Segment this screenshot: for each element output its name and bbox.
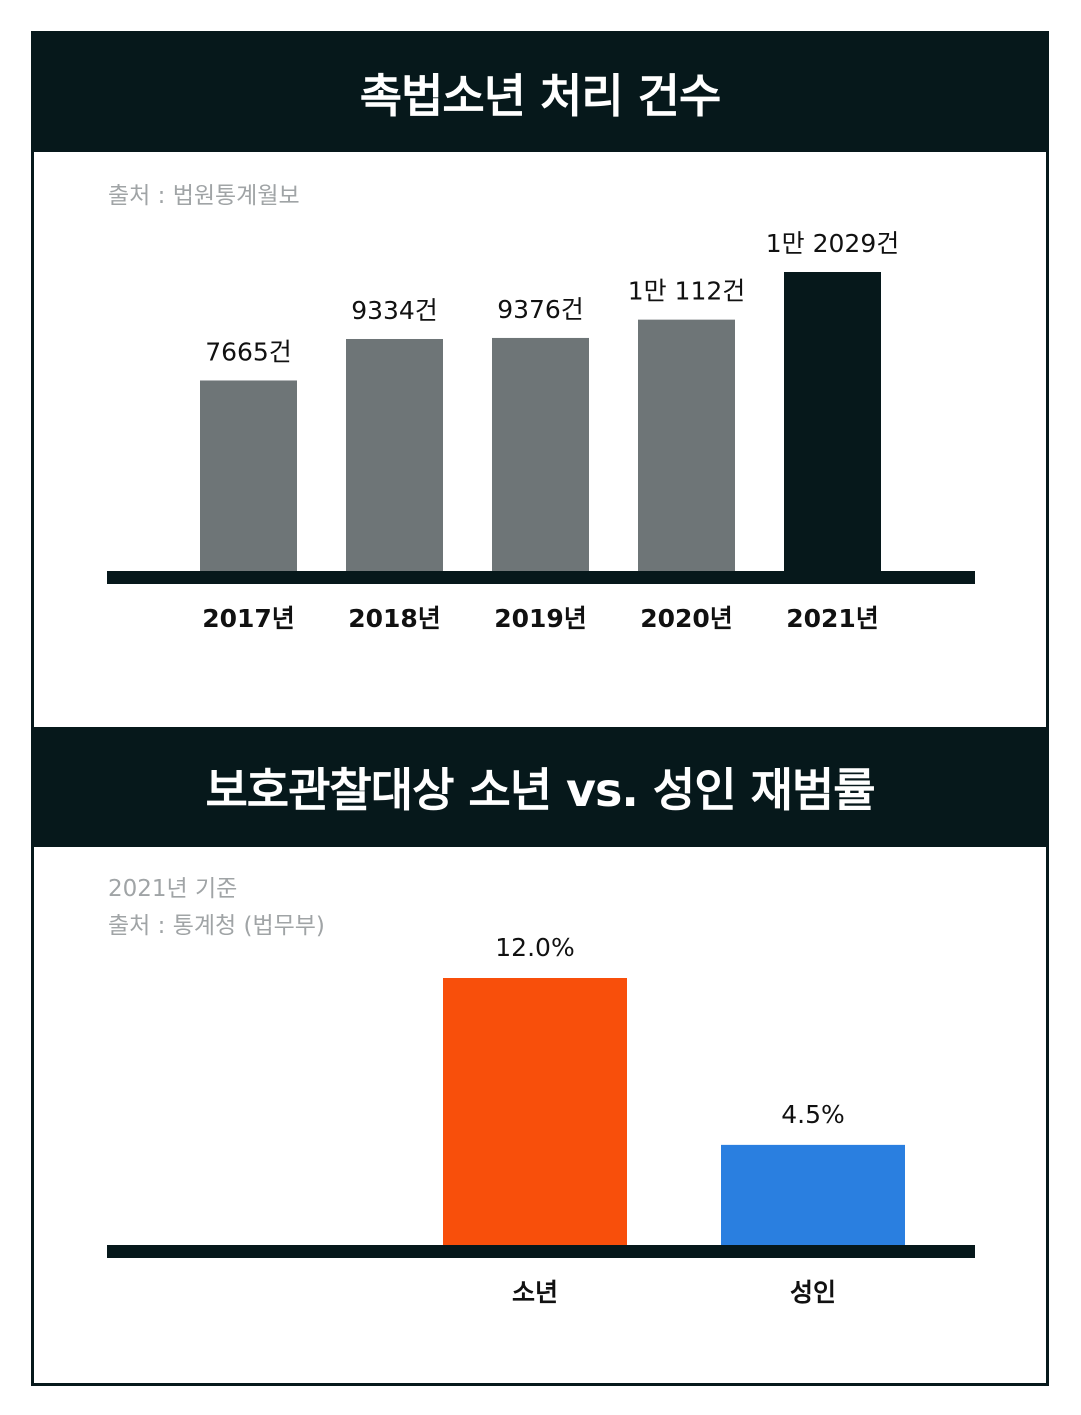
chart2-bar (443, 978, 627, 1245)
chart2-value-label: 12.0% (495, 933, 574, 962)
chart1-bar (784, 272, 881, 571)
chart1-title: 촉법소년 처리 건수 (34, 34, 1046, 152)
chart2-category-label: 성인 (790, 1278, 836, 1307)
chart1-bar (492, 337, 589, 571)
chart1-category-label: 2020년 (640, 604, 733, 633)
chart1-bar (346, 338, 443, 571)
chart2-title: 보호관찰대상 소년 vs. 성인 재범률 (34, 727, 1046, 847)
chart1-value-label: 9334건 (351, 296, 438, 325)
chart2-category-label: 소년 (512, 1278, 558, 1307)
chart1-category-label: 2019년 (494, 604, 587, 633)
chart1-value-label: 1만 112건 (628, 277, 746, 306)
chart1-category-label: 2018년 (348, 604, 441, 633)
chart2-source: 출처 : 통계청 (법무부) (108, 913, 325, 939)
chart1-axis-line (107, 571, 975, 584)
chart1-category-label: 2017년 (202, 604, 295, 633)
chart1-source: 출처 : 법원통계월보 (108, 183, 300, 209)
chart1-bar (200, 380, 297, 571)
chart2-bar (721, 1144, 905, 1245)
chart2-value-label: 4.5% (781, 1100, 845, 1129)
chart1-bar (638, 319, 735, 571)
chart1-value-label: 7665건 (205, 337, 292, 366)
chart1-value-label: 1만 2029건 (766, 229, 899, 258)
chart1-category-label: 2021년 (786, 604, 879, 633)
chart1-value-label: 9376건 (497, 295, 584, 324)
chart2-axis-line (107, 1245, 975, 1258)
chart2-note: 2021년 기준 (108, 876, 238, 902)
